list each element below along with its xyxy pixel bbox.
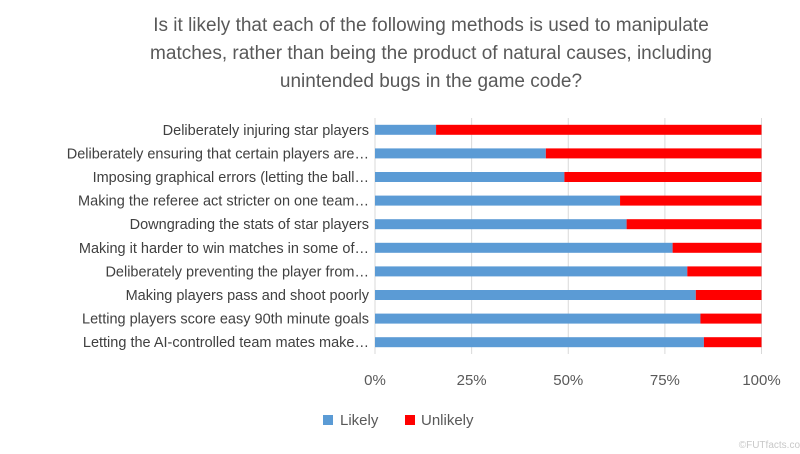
legend-swatch-unlikely	[405, 415, 415, 425]
category-label: Making it harder to win matches in some …	[79, 241, 369, 257]
legend-label-likely: Likely	[340, 412, 379, 429]
bar-unlikely	[620, 195, 762, 206]
x-tick-label: 75%	[650, 372, 680, 389]
category-label: Downgrading the stats of star players	[130, 217, 369, 233]
bar-unlikely	[545, 148, 762, 159]
title-line-3: unintended bugs in the game code?	[280, 71, 582, 92]
bar-unlikely	[687, 266, 762, 277]
bar-likely	[375, 313, 701, 324]
bar-unlikely	[436, 124, 762, 135]
x-tick-label: 0%	[364, 372, 386, 389]
x-tick-label: 25%	[457, 372, 487, 389]
chart-title: Is it likely that each of the following …	[150, 15, 712, 92]
bar-unlikely	[700, 313, 762, 324]
x-tick-label: 100%	[742, 372, 780, 389]
bar-likely	[375, 124, 437, 135]
category-label: Making the referee act stricter on one t…	[78, 194, 369, 210]
x-tick-labels: 0% 25% 50% 75% 100%	[364, 372, 781, 389]
bar-likely	[375, 290, 696, 300]
legend: Likely Unlikely	[323, 412, 474, 429]
bar-unlikely	[564, 172, 762, 182]
legend-swatch-likely	[323, 415, 333, 425]
bar-likely	[375, 172, 565, 182]
title-line-1: Is it likely that each of the following …	[153, 15, 709, 36]
title-line-2: matches, rather than being the product o…	[150, 43, 712, 64]
x-tick-label: 50%	[553, 372, 583, 389]
bar-unlikely	[703, 337, 762, 348]
category-label: Letting the AI-controlled team mates mak…	[83, 335, 369, 351]
category-label: Deliberately preventing the player from…	[105, 264, 369, 280]
category-labels: Deliberately injuring star players Delibe…	[67, 123, 370, 351]
bar-likely	[375, 195, 621, 206]
watermark: ©FUTfacts.co	[739, 440, 800, 449]
bar-likely	[375, 266, 688, 277]
category-label: Making players pass and shoot poorly	[126, 288, 370, 304]
bar-likely	[375, 148, 546, 159]
category-label: Deliberately ensuring that certain playe…	[67, 146, 369, 162]
bar-unlikely	[695, 290, 762, 300]
category-label: Letting players score easy 90th minute g…	[82, 312, 369, 328]
bar-likely	[375, 242, 673, 253]
bars	[375, 124, 762, 348]
category-label: Imposing graphical errors (letting the b…	[93, 170, 369, 186]
bar-likely	[375, 219, 627, 230]
category-label: Deliberately injuring star players	[163, 123, 369, 139]
legend-label-unlikely: Unlikely	[421, 412, 474, 429]
bar-unlikely	[672, 242, 762, 253]
bar-unlikely	[626, 219, 762, 230]
bar-likely	[375, 337, 704, 348]
